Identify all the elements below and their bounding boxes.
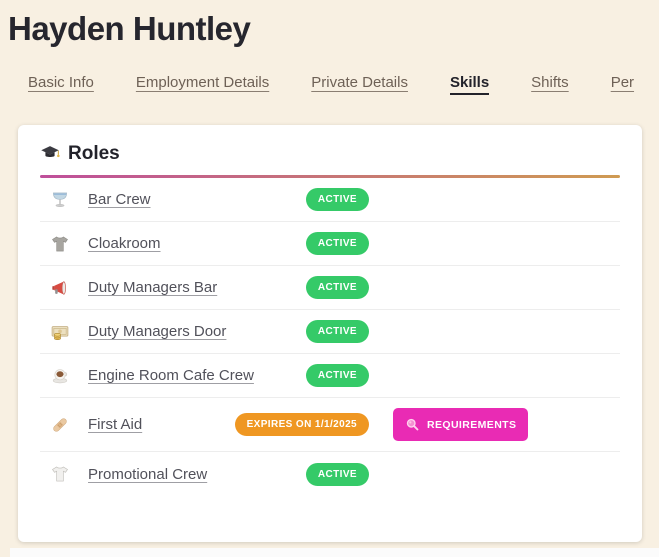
tab-employment-details[interactable]: Employment Details [135, 74, 270, 91]
page-header: Hayden Huntley Basic Info Employment Det… [0, 10, 659, 95]
tshirt-gray-icon [40, 234, 88, 254]
megaphone-icon [40, 278, 88, 298]
roles-list: Bar Crew ACTIVE Cloakroom ACTIVE Duty Ma… [40, 178, 620, 496]
tab-basic-info[interactable]: Basic Info [28, 74, 94, 91]
status-badge: ACTIVE [305, 188, 369, 211]
graduation-cap-icon [40, 144, 60, 164]
role-link[interactable]: Cloakroom [88, 235, 161, 252]
tab-private-details[interactable]: Private Details [311, 74, 408, 91]
tshirt-white-icon [40, 464, 88, 484]
status-badge: ACTIVE [305, 232, 369, 255]
profile-tabs: Basic Info Employment Details Private De… [0, 74, 659, 95]
role-row: Bar Crew ACTIVE [40, 178, 620, 222]
requirements-button[interactable]: REQUIREMENTS [393, 408, 529, 441]
accent-divider [40, 175, 620, 178]
role-link[interactable]: Bar Crew [88, 191, 151, 208]
coffee-cup-icon [40, 366, 88, 386]
role-link[interactable]: First Aid [88, 416, 143, 433]
roles-card-title-text: Roles [68, 143, 120, 164]
cocktail-glass-icon [40, 190, 88, 210]
next-section-edge [10, 548, 659, 557]
role-row: Engine Room Cafe Crew ACTIVE [40, 354, 620, 398]
tab-skills[interactable]: Skills [449, 74, 490, 95]
bandage-icon [40, 415, 88, 435]
role-row: Duty Managers Door ACTIVE [40, 310, 620, 354]
tab-per-truncated[interactable]: Per [610, 74, 635, 91]
magnifier-icon [405, 417, 420, 432]
status-badge: EXPIRES ON 1/1/2025 [234, 413, 369, 436]
status-badge: ACTIVE [305, 320, 369, 343]
role-link[interactable]: Duty Managers Door [88, 323, 227, 340]
role-row: Cloakroom ACTIVE [40, 222, 620, 266]
role-link[interactable]: Promotional Crew [88, 465, 208, 483]
status-badge: ACTIVE [305, 276, 369, 299]
role-row: Promotional Crew ACTIVE [40, 452, 620, 496]
tab-content: Roles Bar Crew ACTIVE Cloakroom ACTIVE D… [0, 125, 659, 557]
requirements-button-label: REQUIREMENTS [427, 418, 517, 431]
role-row: First Aid EXPIRES ON 1/1/2025 REQUIREMEN… [40, 398, 620, 452]
page-title: Hayden Huntley [8, 10, 251, 47]
tab-shifts[interactable]: Shifts [531, 74, 569, 91]
roles-card-title: Roles [40, 143, 620, 165]
role-link[interactable]: Engine Room Cafe Crew [88, 367, 254, 384]
role-link[interactable]: Duty Managers Bar [88, 279, 218, 296]
money-icon [40, 322, 88, 342]
roles-card: Roles Bar Crew ACTIVE Cloakroom ACTIVE D… [18, 125, 642, 542]
status-badge: ACTIVE [305, 364, 369, 387]
role-row: Duty Managers Bar ACTIVE [40, 266, 620, 310]
status-badge: ACTIVE [305, 462, 369, 486]
